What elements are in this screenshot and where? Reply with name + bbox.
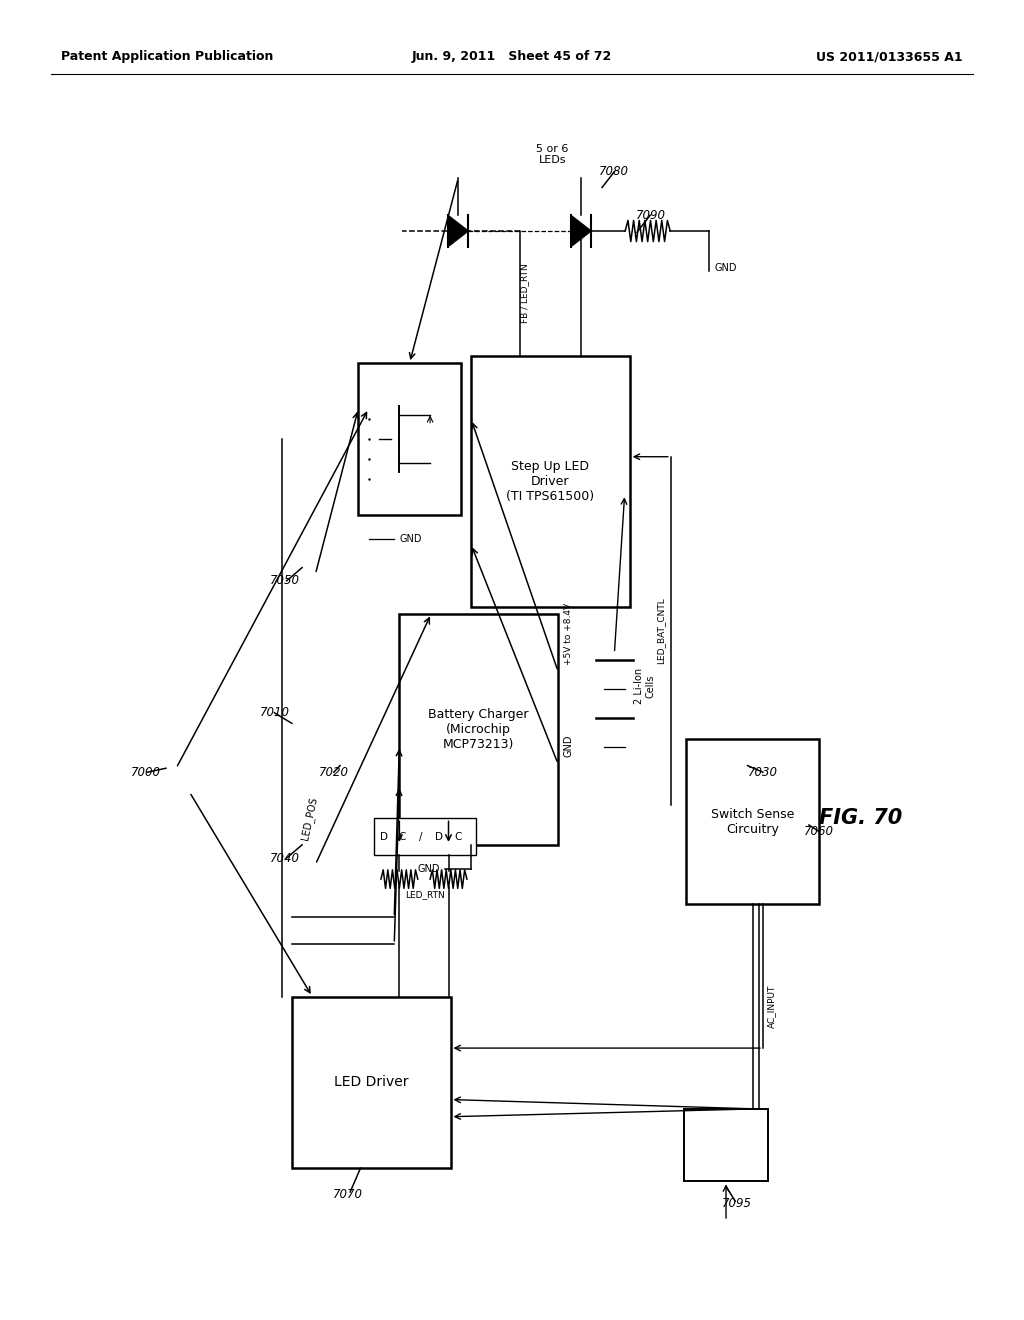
Text: GND: GND xyxy=(563,734,573,758)
Text: 7040: 7040 xyxy=(269,851,300,865)
Text: Step Up LED
Driver
(TI TPS61500): Step Up LED Driver (TI TPS61500) xyxy=(506,461,595,503)
Bar xyxy=(358,363,461,515)
Text: AC_INPUT: AC_INPUT xyxy=(767,985,775,1028)
Text: GND: GND xyxy=(399,533,422,544)
Text: C: C xyxy=(454,832,462,842)
Text: LED_RTN: LED_RTN xyxy=(406,891,444,899)
Text: Battery Charger
(Microchip
MCP73213): Battery Charger (Microchip MCP73213) xyxy=(428,708,529,751)
Text: D: D xyxy=(380,832,388,842)
Bar xyxy=(374,818,476,855)
Text: 7095: 7095 xyxy=(722,1197,753,1210)
Text: 7090: 7090 xyxy=(636,209,667,222)
Text: LED_POS: LED_POS xyxy=(299,796,319,841)
Text: 7060: 7060 xyxy=(804,825,835,838)
Bar xyxy=(399,614,558,845)
Text: FIG. 70: FIG. 70 xyxy=(818,808,902,829)
Bar xyxy=(684,1109,768,1181)
Text: +5V to +8.4V: +5V to +8.4V xyxy=(564,602,572,665)
Text: LED Driver: LED Driver xyxy=(334,1076,409,1089)
Text: Patent Application Publication: Patent Application Publication xyxy=(61,50,273,63)
Text: FB / LED_RTN: FB / LED_RTN xyxy=(520,263,529,323)
Text: D: D xyxy=(435,832,443,842)
Polygon shape xyxy=(571,215,592,247)
Text: 7020: 7020 xyxy=(318,766,349,779)
Text: Switch Sense
Circuitry: Switch Sense Circuitry xyxy=(711,808,795,836)
Text: 7000: 7000 xyxy=(130,766,161,779)
Text: 7010: 7010 xyxy=(259,706,290,719)
Text: 7030: 7030 xyxy=(748,766,778,779)
Text: 7080: 7080 xyxy=(599,165,630,178)
Text: GND: GND xyxy=(715,263,736,273)
Text: 2 Li-Ion
Cells: 2 Li-Ion Cells xyxy=(634,668,656,705)
Bar xyxy=(686,739,819,904)
Text: 5 or 6
LEDs: 5 or 6 LEDs xyxy=(537,144,568,165)
Text: GND: GND xyxy=(418,863,440,874)
Bar xyxy=(471,356,630,607)
Text: 7070: 7070 xyxy=(333,1188,364,1201)
Text: LED_BAT_CNTL: LED_BAT_CNTL xyxy=(656,598,665,664)
Text: 7050: 7050 xyxy=(269,574,300,587)
Text: Jun. 9, 2011   Sheet 45 of 72: Jun. 9, 2011 Sheet 45 of 72 xyxy=(412,50,612,63)
Polygon shape xyxy=(447,215,468,247)
Text: US 2011/0133655 A1: US 2011/0133655 A1 xyxy=(816,50,963,63)
Text: C: C xyxy=(398,832,407,842)
Text: /: / xyxy=(419,832,423,842)
Bar xyxy=(292,997,451,1168)
